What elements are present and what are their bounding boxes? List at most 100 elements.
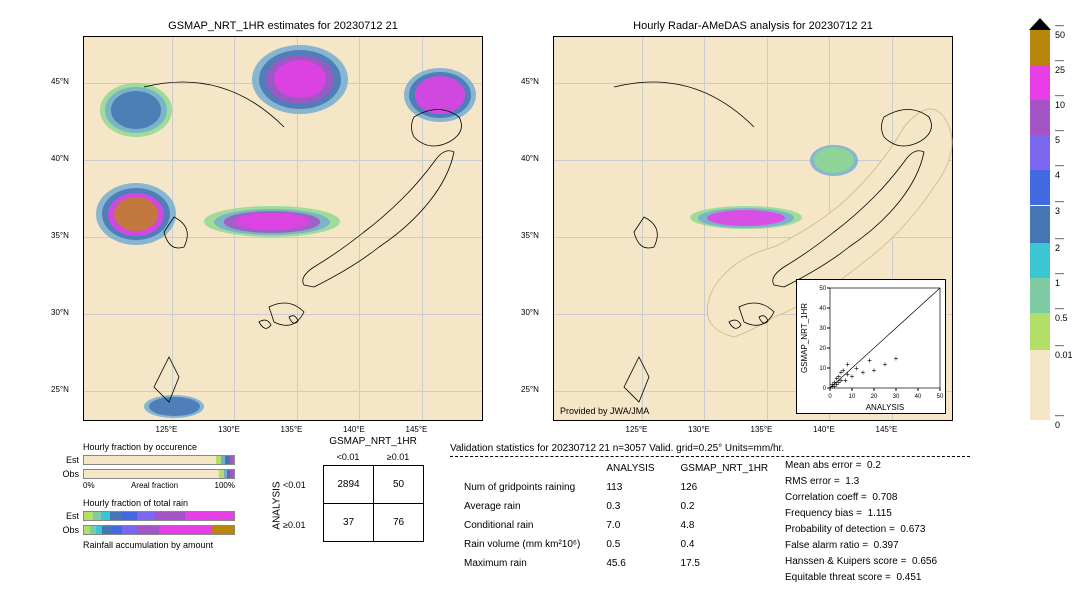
score-value: 1.115 — [868, 508, 892, 519]
score-value: 0.451 — [896, 572, 921, 583]
colorbar-segment — [1030, 65, 1050, 100]
score-value: 1.3 — [845, 476, 859, 487]
bar-segment — [137, 512, 155, 520]
scatter-point: + — [894, 354, 899, 363]
xtick: 130°E — [218, 425, 240, 434]
bar-segment — [122, 526, 137, 534]
colorbar-tick: — 1 — [1055, 268, 1064, 288]
map-attribution: Provided by JWA/JMA — [560, 406, 649, 416]
bar-segment — [84, 512, 93, 520]
ytick: 45°N — [521, 77, 539, 86]
score-label: Mean abs error = — [785, 460, 861, 471]
svg-text:50: 50 — [819, 286, 826, 292]
stat-val-a: 45.6 — [594, 555, 666, 572]
bar-segment — [155, 512, 185, 520]
colorbar-segment — [1030, 278, 1050, 313]
map-left-panel — [83, 36, 483, 421]
stat-label: Rain volume (mm km²10⁶) — [452, 536, 592, 553]
score-label: Frequency bias = — [785, 508, 862, 519]
ytick: 45°N — [51, 77, 69, 86]
svg-text:40: 40 — [819, 306, 826, 312]
validation-header: Validation statistics for 20230712 21 n=… — [450, 443, 970, 457]
map-right-title: Hourly Radar-AMeDAS analysis for 2023071… — [553, 20, 953, 32]
scatter-point: + — [861, 368, 866, 377]
bar-segment — [84, 456, 216, 464]
x-title: Areal fraction — [131, 481, 178, 490]
row-label: Obs — [53, 469, 83, 479]
score-label: Equitable threat score = — [785, 572, 891, 583]
bar-segment — [84, 470, 219, 478]
cont-row-header: ANALYSIS — [272, 481, 283, 529]
bar-segment — [233, 470, 235, 478]
stat-label: Average rain — [452, 498, 592, 515]
colorbar-tick: — 50 — [1055, 20, 1065, 40]
stat-label: Conditional rain — [452, 517, 592, 534]
scatter-point: + — [850, 372, 855, 381]
ytick: 30°N — [521, 308, 539, 317]
svg-text:10: 10 — [819, 366, 826, 372]
ytick: 40°N — [521, 154, 539, 163]
svg-text:0: 0 — [823, 386, 827, 392]
colorbar-tick: — 0.01 — [1055, 340, 1073, 360]
scatter-xlabel: ANALYSIS — [866, 403, 905, 412]
stat-label: Num of gridpoints raining — [452, 479, 592, 496]
cont-col1: ≥0.01 — [373, 450, 423, 464]
colorbar-tick: — 10 — [1055, 90, 1065, 110]
colorbar-tick: — 2 — [1055, 233, 1064, 253]
hourly-total-chart: Est Obs — [53, 509, 235, 537]
svg-text:30: 30 — [819, 326, 826, 332]
svg-text:50: 50 — [937, 394, 944, 400]
row-label: Est — [53, 511, 83, 521]
col-header: GSMAP_NRT_1HR — [669, 460, 781, 477]
score-label: Correlation coeff = — [785, 492, 867, 503]
hourly-total-title: Hourly fraction of total rain — [83, 498, 188, 508]
colorbar: — 50— 25— 10— 5— 4— 3— 2— 1— 0.5— 0.01— … — [1030, 30, 1050, 420]
scatter-point: + — [883, 360, 888, 369]
colorbar-segment — [1030, 206, 1050, 243]
xtick: 135°E — [281, 425, 303, 434]
scatter-inset: +++++++++++++++++++++ 01020304050 010203… — [796, 279, 946, 414]
scatter-plot: +++++++++++++++++++++ 01020304050 010203… — [797, 280, 947, 415]
score-value: 0.673 — [900, 524, 925, 535]
scatter-point: + — [867, 356, 872, 365]
svg-text:10: 10 — [849, 394, 856, 400]
cont-row0: <0.01 — [283, 480, 306, 490]
xtick: 140°E — [813, 425, 835, 434]
cont-cell: 37 — [324, 504, 374, 542]
scatter-point: + — [854, 364, 859, 373]
map-right-panel: Provided by JWA/JMA ++++++++++++++++++++… — [553, 36, 953, 421]
row-label: Est — [53, 455, 83, 465]
ytick: 25°N — [51, 385, 69, 394]
ytick: 35°N — [51, 231, 69, 240]
colorbar-tick: — 0 — [1055, 410, 1064, 430]
validation-header-text: Validation statistics for 20230712 21 n=… — [450, 443, 970, 454]
map-left-title: GSMAP_NRT_1HR estimates for 20230712 21 — [83, 20, 483, 32]
svg-text:20: 20 — [871, 394, 878, 400]
colorbar-segment — [1030, 170, 1050, 205]
xtick: 135°E — [751, 425, 773, 434]
ytick: 25°N — [521, 385, 539, 394]
stat-val-b: 17.5 — [669, 555, 781, 572]
xtick: 125°E — [156, 425, 178, 434]
stat-val-b: 0.4 — [669, 536, 781, 553]
colorbar-segment — [1030, 30, 1050, 65]
hourly-occ-title: Hourly fraction by occurence — [83, 442, 197, 452]
bar-segment — [122, 512, 137, 520]
stat-val-b: 126 — [669, 479, 781, 496]
score-value: 0.656 — [912, 556, 937, 567]
scatter-point: + — [845, 370, 850, 379]
score-label: Hanssen & Kuipers score = — [785, 556, 906, 567]
stat-val-a: 113 — [594, 479, 666, 496]
bar-segment — [101, 512, 110, 520]
colorbar-tick: — 25 — [1055, 55, 1065, 75]
cont-row1: ≥0.01 — [283, 520, 306, 530]
cont-cell: 76 — [374, 504, 424, 542]
bar-segment — [233, 456, 235, 464]
cont-col0: <0.01 — [323, 450, 373, 464]
colorbar-segment — [1030, 313, 1050, 350]
ytick: 35°N — [521, 231, 539, 240]
score-label: Probability of detection = — [785, 524, 895, 535]
stat-val-a: 0.3 — [594, 498, 666, 515]
scatter-point: + — [845, 360, 850, 369]
score-label: RMS error = — [785, 476, 840, 487]
